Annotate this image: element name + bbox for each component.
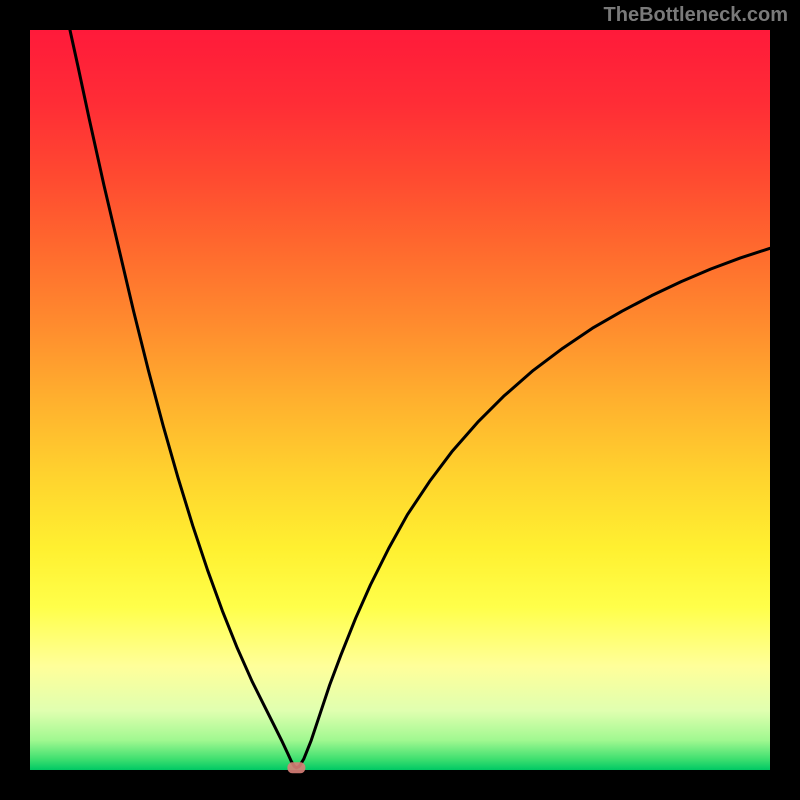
watermark-text: TheBottleneck.com [604, 4, 788, 27]
optimum-marker [287, 762, 305, 773]
chart-container: TheBottleneck.com [0, 0, 800, 800]
bottleneck-chart [0, 0, 800, 800]
plot-background [30, 30, 770, 770]
